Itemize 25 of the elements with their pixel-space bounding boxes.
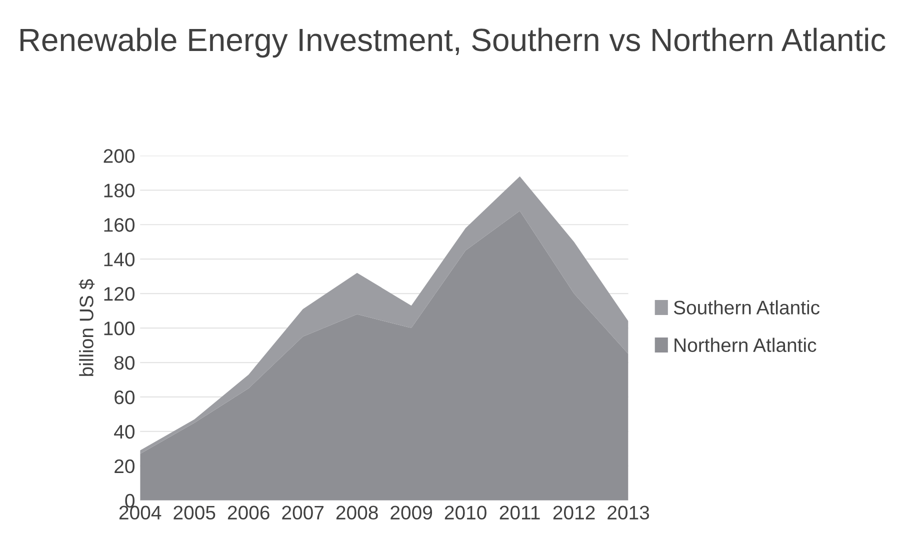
y-tick-label: 120 — [104, 287, 134, 301]
x-tick-label: 2011 — [500, 506, 540, 520]
chart-title: Renewable Energy Investment, Southern vs Northern Atlantic — [20, 28, 886, 58]
x-tick-label: 2006 — [228, 506, 270, 520]
y-tick-label: 40 — [114, 424, 134, 439]
y-tick-label: 80 — [114, 356, 134, 370]
x-tick-label: 2012 — [553, 506, 595, 520]
x-tick-label: 2013 — [608, 506, 650, 520]
x-tick-label: 2007 — [282, 506, 324, 520]
y-tick-label: 200 — [104, 149, 134, 163]
y-axis-title: billion US $ — [78, 279, 95, 376]
x-tick-label: 2009 — [390, 506, 432, 520]
y-tick-label: 140 — [104, 252, 134, 266]
y-tick-label: 20 — [114, 459, 134, 474]
y-tick-label: 100 — [104, 322, 134, 336]
y-tick-label: 180 — [104, 184, 134, 198]
x-tick-label: 2010 — [444, 506, 486, 520]
x-tick-label: 2004 — [119, 506, 162, 520]
x-tick-label: 2005 — [174, 506, 216, 520]
x-tick-label: 2008 — [336, 506, 378, 520]
legend-label: Southern Atlantic — [674, 300, 820, 314]
legend-label: Northern Atlantic — [674, 338, 816, 352]
y-tick-label: 160 — [104, 218, 134, 232]
y-tick-label: 60 — [114, 390, 134, 404]
y-tick-label: 0 — [125, 494, 134, 508]
